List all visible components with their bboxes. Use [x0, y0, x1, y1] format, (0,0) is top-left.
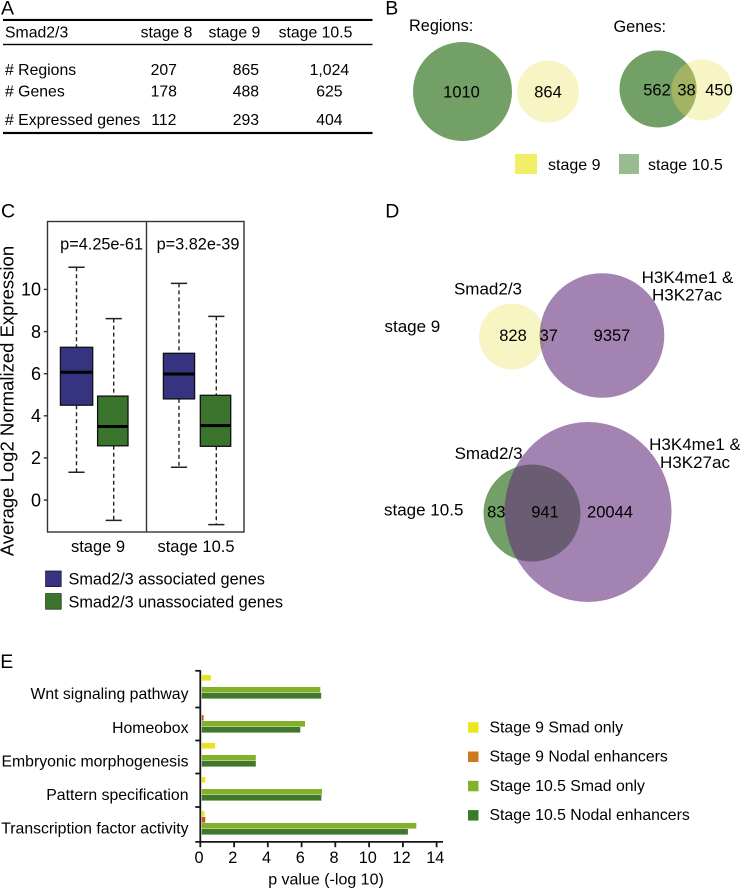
svg-text:stage 8: stage 8 [141, 24, 193, 41]
svg-text:2: 2 [31, 448, 41, 468]
svg-text:1,024: 1,024 [310, 62, 350, 79]
svg-text:4: 4 [31, 406, 41, 426]
svg-text:H3K27ac: H3K27ac [652, 286, 722, 305]
svg-text:Smad2/3: Smad2/3 [454, 280, 522, 299]
svg-text:562: 562 [643, 82, 671, 100]
svg-text:83: 83 [487, 504, 505, 522]
svg-text:B: B [385, 0, 398, 20]
svg-text:p value (-log 10): p value (-log 10) [268, 872, 384, 889]
svg-text:8: 8 [31, 322, 41, 342]
svg-text:stage 10.5: stage 10.5 [384, 501, 463, 520]
svg-text:# Expressed genes: # Expressed genes [5, 112, 140, 129]
svg-text:14: 14 [426, 849, 444, 867]
svg-text:0: 0 [31, 490, 41, 510]
svg-text:Smad2/3 unassociated genes: Smad2/3 unassociated genes [69, 593, 284, 611]
svg-text:stage 9: stage 9 [208, 24, 260, 41]
svg-text:6: 6 [31, 364, 41, 384]
svg-text:12: 12 [393, 849, 411, 867]
svg-text:H3K4me1 &: H3K4me1 & [649, 435, 740, 454]
svg-text:Stage 9 Smad only: Stage 9 Smad only [490, 719, 624, 736]
svg-text:Regions:: Regions: [409, 17, 473, 35]
svg-text:stage 9: stage 9 [71, 538, 125, 556]
svg-text:stage 9: stage 9 [548, 157, 601, 174]
svg-text:# Regions: # Regions [5, 62, 76, 79]
svg-text:Transcription factor activity: Transcription factor activity [1, 820, 188, 837]
svg-text:Embryonic morphogenesis: Embryonic morphogenesis [1, 754, 188, 771]
svg-text:Pattern specification: Pattern specification [46, 787, 188, 804]
svg-text:stage 10.5: stage 10.5 [279, 24, 353, 41]
svg-text:H3K4me1 &: H3K4me1 & [642, 268, 734, 287]
svg-text:C: C [1, 200, 15, 222]
svg-text:E: E [0, 651, 13, 673]
svg-text:0: 0 [194, 849, 203, 867]
svg-text:4: 4 [262, 849, 271, 867]
svg-text:1010: 1010 [443, 84, 480, 102]
svg-text:293: 293 [233, 112, 260, 129]
svg-text:H3K27ac: H3K27ac [660, 453, 730, 472]
svg-text:Smad2/3: Smad2/3 [5, 24, 68, 41]
svg-text:9357: 9357 [594, 327, 631, 345]
svg-text:6: 6 [296, 849, 305, 867]
svg-text:stage 9: stage 9 [385, 317, 441, 336]
svg-text:20044: 20044 [587, 504, 633, 522]
svg-text:Stage 10.5 Nodal enhancers: Stage 10.5 Nodal enhancers [490, 807, 690, 824]
svg-text:Smad2/3 associated genes: Smad2/3 associated genes [69, 571, 265, 589]
svg-text:10: 10 [359, 849, 377, 867]
svg-text:Wnt signaling pathway: Wnt signaling pathway [30, 686, 188, 703]
svg-text:Stage 10.5 Smad only: Stage 10.5 Smad only [490, 778, 646, 795]
svg-text:stage 10.5: stage 10.5 [157, 538, 234, 556]
svg-text:10: 10 [21, 280, 41, 300]
svg-text:207: 207 [151, 62, 177, 79]
svg-text:404: 404 [316, 112, 343, 129]
svg-text:38: 38 [677, 82, 695, 100]
svg-text:p=3.82e-39: p=3.82e-39 [157, 236, 240, 254]
svg-text:Genes:: Genes: [614, 18, 667, 36]
svg-text:37: 37 [540, 327, 558, 345]
svg-text:Average Log2 Normalized Expres: Average Log2 Normalized Expression [0, 246, 18, 556]
svg-text:8: 8 [329, 849, 338, 867]
svg-text:865: 865 [233, 62, 260, 79]
svg-text:112: 112 [151, 112, 176, 129]
svg-text:# Genes: # Genes [5, 83, 65, 100]
svg-text:178: 178 [151, 83, 178, 100]
svg-text:Stage 9 Nodal enhancers: Stage 9 Nodal enhancers [490, 749, 668, 766]
svg-text:941: 941 [531, 504, 559, 522]
svg-text:450: 450 [705, 82, 733, 100]
svg-text:D: D [385, 200, 399, 222]
svg-text:2: 2 [228, 849, 237, 867]
svg-text:488: 488 [233, 83, 260, 100]
svg-text:864: 864 [534, 84, 562, 102]
svg-text:stage 10.5: stage 10.5 [648, 157, 723, 174]
svg-text:p=4.25e-61: p=4.25e-61 [60, 236, 143, 254]
svg-text:Homeobox: Homeobox [112, 720, 188, 737]
svg-text:828: 828 [499, 327, 527, 345]
svg-text:A: A [1, 0, 14, 20]
svg-text:Smad2/3: Smad2/3 [455, 444, 523, 463]
svg-text:625: 625 [316, 83, 343, 100]
